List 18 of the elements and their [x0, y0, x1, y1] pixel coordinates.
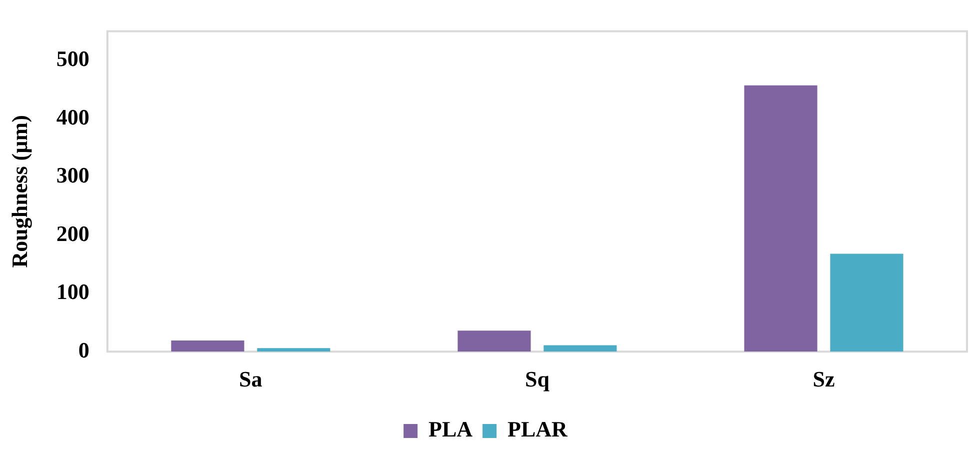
legend-label: PLAR	[508, 416, 569, 442]
y-axis-title: Roughness (µm)	[6, 115, 32, 268]
legend-label: PLA	[428, 416, 473, 442]
bar	[171, 340, 244, 352]
x-tick-label: Sz	[812, 366, 835, 392]
y-tick-label: 200	[56, 220, 90, 246]
bar	[830, 254, 904, 352]
y-tick-label: 100	[56, 279, 90, 304]
bar	[544, 345, 617, 352]
y-tick-label: 300	[56, 162, 90, 188]
x-tick-label: Sq	[524, 366, 550, 392]
bar	[458, 330, 531, 352]
y-tick-label: 0	[78, 337, 90, 362]
bar	[257, 348, 330, 352]
x-tick-label: Sa	[239, 366, 262, 392]
y-tick-label: 400	[56, 104, 90, 130]
y-tick-label: 500	[56, 46, 90, 72]
bar	[744, 85, 818, 352]
